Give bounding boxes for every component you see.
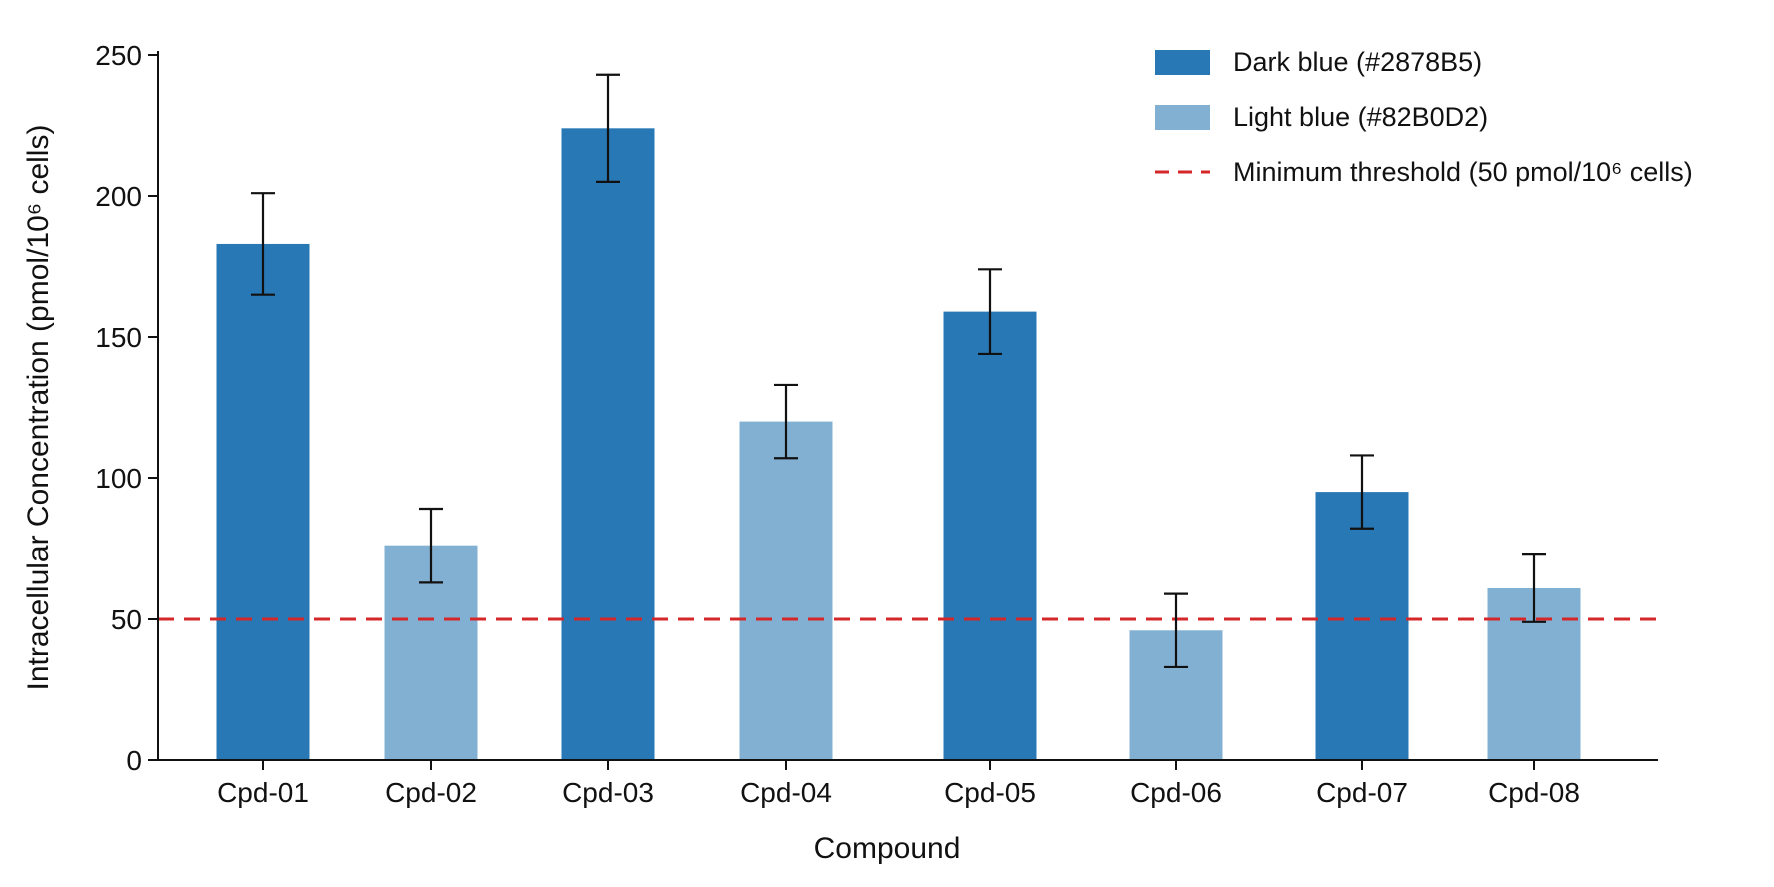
bar-cpd-03 xyxy=(561,128,655,760)
x-axis-title: Compound xyxy=(814,832,961,865)
error-bar-cpd-06 xyxy=(1164,592,1188,669)
y-tick-label: 150 xyxy=(95,322,142,353)
y-tick-label: 250 xyxy=(95,40,142,71)
x-tick-label: Cpd-03 xyxy=(562,777,654,808)
error-bar-cpd-03 xyxy=(596,73,620,183)
x-tick-label: Cpd-02 xyxy=(385,777,477,808)
legend: Dark blue (#2878B5) Light blue (#82B0D2) M… xyxy=(1155,47,1693,187)
x-tick-label: Cpd-06 xyxy=(1130,777,1222,808)
error-bar-cpd-05 xyxy=(978,268,1002,356)
legend-item-threshold: Minimum threshold (50 pmol/10⁶ cells) xyxy=(1155,157,1693,187)
y-tick-label: 0 xyxy=(126,745,142,776)
x-tick-label: Cpd-01 xyxy=(217,777,309,808)
legend-item-dark: Dark blue (#2878B5) xyxy=(1155,47,1482,77)
y-tick-label: 100 xyxy=(95,463,142,494)
x-tick-label: Cpd-08 xyxy=(1488,777,1580,808)
error-bar-cpd-02 xyxy=(419,507,443,584)
error-bar-cpd-01 xyxy=(251,192,275,296)
error-bar-cpd-07 xyxy=(1350,454,1374,530)
error-bar-cpd-04 xyxy=(774,383,798,460)
y-axis-title: Intracellular Concentration (pmol/10⁶ ce… xyxy=(22,125,55,691)
x-tick-label: Cpd-07 xyxy=(1316,777,1408,808)
legend-swatch xyxy=(1155,105,1210,130)
bar-cpd-01 xyxy=(216,243,310,760)
legend-label: Minimum threshold (50 pmol/10⁶ cells) xyxy=(1233,157,1693,187)
y-ticks-layer: 0 50 100 150 200 250 xyxy=(95,40,158,776)
x-tick-label: Cpd-04 xyxy=(740,777,832,808)
error-bars-layer xyxy=(251,73,1546,669)
legend-swatch xyxy=(1155,50,1210,75)
bars-layer xyxy=(216,128,1581,760)
error-bar-cpd-08 xyxy=(1522,553,1546,623)
bar-cpd-07 xyxy=(1315,492,1409,760)
legend-label: Light blue (#82B0D2) xyxy=(1233,102,1488,132)
y-tick-label: 50 xyxy=(111,604,142,635)
x-ticks-layer: Cpd-01 Cpd-02 Cpd-03 Cpd-04 Cpd-05 Cpd-06 Cpd-… xyxy=(217,760,1580,808)
bar-cpd-05 xyxy=(943,311,1037,760)
x-tick-label: Cpd-05 xyxy=(944,777,1036,808)
legend-item-light: Light blue (#82B0D2) xyxy=(1155,102,1488,132)
y-tick-label: 200 xyxy=(95,181,142,212)
legend-label: Dark blue (#2878B5) xyxy=(1233,47,1482,77)
bar-cpd-04 xyxy=(739,421,833,760)
